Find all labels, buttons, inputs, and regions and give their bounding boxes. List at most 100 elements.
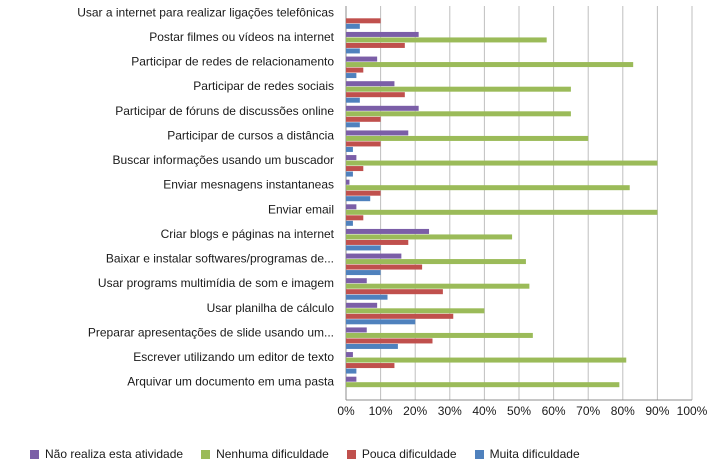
bar (346, 302, 378, 308)
bar (346, 294, 388, 300)
x-tick-label: 0% (337, 404, 355, 418)
bar (346, 190, 381, 196)
legend-item-pouca: Pouca dificuldade (346, 447, 457, 461)
category-labels: Usar a internet para realizar ligações t… (77, 5, 334, 388)
chart-area: Usar a internet para realizar ligações t… (77, 5, 707, 418)
x-tick-label: 80% (611, 404, 635, 418)
bar (346, 332, 533, 338)
category-label: Enviar email (268, 202, 334, 216)
category-label: Usar programs multimídia de som e imagem (98, 276, 334, 290)
bar (346, 259, 526, 265)
legend-swatch-blue (474, 449, 484, 459)
bar (346, 48, 360, 54)
bar (346, 105, 419, 111)
category-label: Escrever utilizando um editor de texto (133, 350, 334, 364)
bar (346, 135, 589, 141)
bar (346, 382, 620, 388)
bar (346, 264, 423, 270)
bar (346, 141, 381, 147)
category-label: Buscar informações usando um buscador (113, 153, 334, 167)
bar (346, 363, 395, 369)
bar (346, 67, 364, 73)
bar (346, 111, 571, 117)
category-label: Participar de redes de relacionamento (131, 55, 334, 69)
bar (346, 228, 430, 234)
legend-label: Muita dificuldade (489, 447, 580, 461)
legend-label: Não realiza esta atividade (45, 447, 184, 461)
x-tick-label: 70% (576, 404, 600, 418)
bar (346, 166, 364, 172)
bar (346, 352, 353, 358)
category-label: Participar de cursos a distância (167, 128, 334, 142)
bar (346, 313, 454, 319)
legend-item-nao-realiza: Não realiza esta atividade (30, 447, 183, 461)
category-label: Usar planilha de cálculo (207, 301, 335, 315)
bar (346, 283, 530, 289)
legend-item-nenhuma: Nenhuma dificuldade (201, 447, 329, 461)
category-label: Usar a internet para realizar ligações t… (77, 5, 334, 19)
bar (346, 18, 381, 24)
category-label: Baixar e instalar softwares/programas de… (106, 252, 334, 266)
bar (346, 37, 547, 43)
bar (346, 343, 398, 349)
legend-label: Nenhuma dificuldade (216, 447, 329, 461)
bar (346, 289, 443, 295)
category-label: Participar de redes sociais (193, 79, 334, 93)
bar (346, 220, 353, 226)
bar (346, 160, 658, 166)
bar (346, 81, 395, 87)
legend-swatch-purple (30, 449, 39, 459)
category-label: Postar filmes ou vídeos na internet (149, 30, 334, 44)
category-label: Criar blogs e páginas na internet (161, 227, 335, 241)
bar (346, 97, 360, 103)
category-label: Enviar mesnagens instantaneas (163, 178, 334, 192)
bar (346, 327, 367, 333)
bar (346, 209, 658, 215)
x-tick-label: 40% (472, 404, 496, 418)
x-tick-label: 10% (369, 404, 393, 418)
x-tick-label: 100% (677, 404, 708, 418)
bar (346, 376, 357, 382)
bar (346, 86, 571, 92)
bar (346, 73, 357, 79)
bar (346, 56, 378, 62)
bar (346, 42, 405, 48)
bar (346, 146, 353, 152)
bar (346, 196, 371, 202)
bar (346, 155, 357, 161)
bar (346, 185, 630, 191)
bar (346, 368, 357, 374)
bar (346, 253, 402, 259)
grid-lines (345, 6, 693, 401)
category-label: Arquivar um documento em uma pasta (127, 375, 334, 389)
category-label: Participar de fóruns de discussões onlin… (115, 104, 334, 118)
bar (346, 31, 419, 37)
bar (346, 308, 485, 314)
x-tick-label: 30% (438, 404, 462, 418)
bar (346, 179, 350, 185)
bar (346, 23, 360, 29)
bar (346, 270, 381, 276)
legend-label: Pouca dificuldade (361, 447, 457, 461)
x-tick-labels: 0% 10% 20% 30% 40% 50% 60% 70% 80% 90% 100% (337, 404, 707, 418)
bars (346, 18, 658, 388)
x-tick-label: 50% (507, 404, 531, 418)
bar (346, 171, 353, 177)
x-tick-label: 60% (542, 404, 566, 418)
legend: Não realiza esta atividade Nenhuma dific… (30, 447, 710, 461)
bar (346, 215, 364, 221)
bar (346, 122, 360, 128)
bar (346, 357, 627, 363)
legend-item-muita: Muita dificuldade (474, 447, 580, 461)
x-tick-label: 20% (403, 404, 427, 418)
bar (346, 319, 416, 325)
bar (346, 278, 367, 284)
bar (346, 245, 381, 251)
bar (346, 130, 409, 136)
bar (346, 62, 634, 68)
bar (346, 338, 433, 344)
bar (346, 239, 409, 245)
category-label: Preparar apresentações de slide usando u… (88, 325, 334, 339)
bar (346, 116, 381, 122)
legend-swatch-green (201, 449, 211, 459)
